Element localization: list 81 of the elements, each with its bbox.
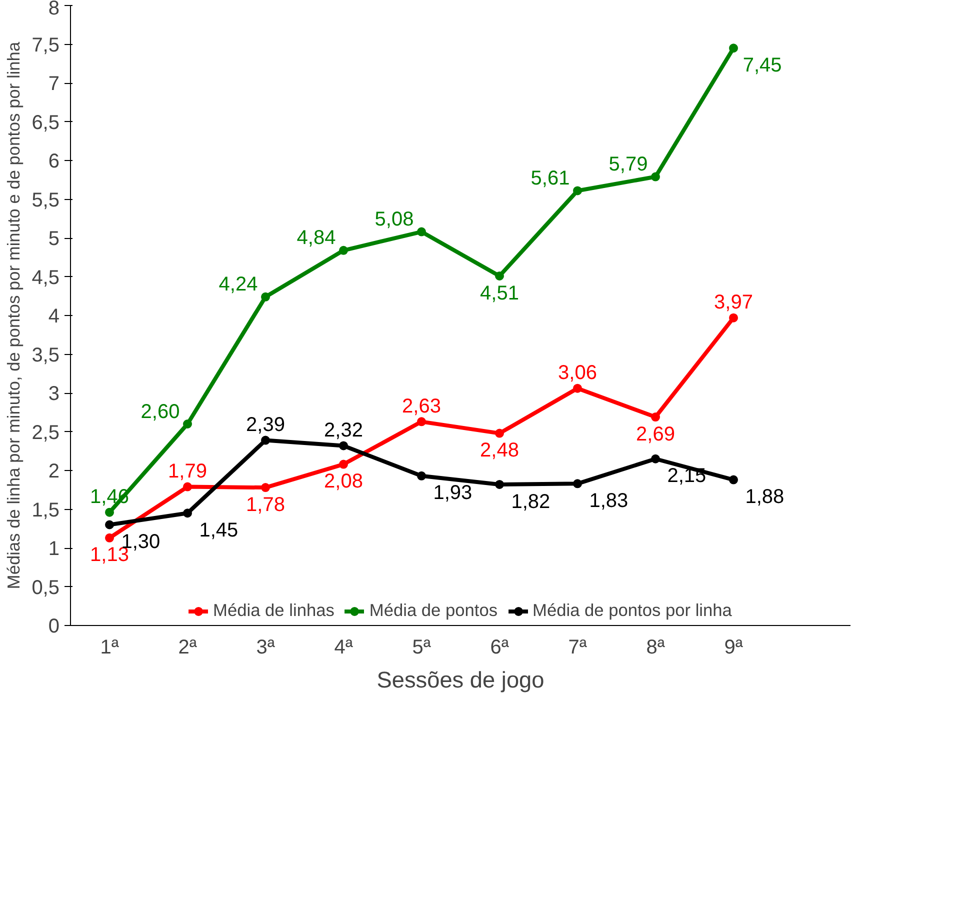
data-label: 1,82 — [511, 490, 550, 513]
point — [339, 460, 348, 469]
point — [495, 271, 504, 280]
point — [105, 533, 114, 542]
x-tick-label: 8ª — [646, 636, 666, 658]
x-tick-label: 3ª — [256, 636, 276, 658]
data-label: 5,79 — [608, 154, 648, 176]
x-tick-label: 9ª — [724, 636, 744, 658]
x-tick-label: 1ª — [100, 636, 120, 658]
point — [261, 483, 270, 492]
y-tick-label: 1,5 — [32, 499, 60, 522]
data-label: 1,45 — [199, 519, 238, 542]
point — [651, 412, 660, 422]
y-tick-label: 2,5 — [32, 422, 60, 444]
point — [105, 520, 114, 530]
data-label: 3,97 — [714, 292, 753, 314]
data-label: 2,32 — [324, 419, 363, 442]
y-tick-label: 3 — [48, 383, 60, 405]
data-label: 1,79 — [168, 460, 207, 482]
y-tick-label: 5 — [48, 228, 60, 250]
data-label: 2,63 — [402, 395, 441, 418]
y-tick-label: 0 — [48, 616, 60, 638]
data-label: 1,83 — [589, 490, 628, 512]
data-label: 1,93 — [433, 482, 472, 504]
point — [183, 482, 192, 492]
data-label: 1,78 — [246, 494, 285, 516]
data-label: 5,08 — [374, 208, 414, 231]
data-label: 4,51 — [480, 282, 519, 304]
legend-label: Média de pontos — [369, 600, 498, 621]
point — [183, 508, 192, 518]
y-tick-label: 2 — [48, 460, 60, 482]
y-tick-label: 6 — [48, 150, 60, 172]
data-label: 2,39 — [246, 414, 285, 436]
point — [339, 441, 348, 450]
point — [261, 436, 270, 445]
x-tick-label: 2ª — [178, 636, 198, 658]
x-axis-title: Sessões de jogo — [376, 666, 544, 692]
data-label: 4,84 — [296, 227, 336, 250]
data-label: 5,61 — [530, 168, 570, 190]
y-tick-label: 0,5 — [32, 576, 60, 599]
point — [729, 475, 738, 484]
point — [573, 479, 582, 488]
point — [183, 420, 192, 428]
point — [651, 172, 660, 182]
x-tick-label: 5ª — [412, 636, 432, 658]
data-label: 7,45 — [742, 54, 782, 76]
data-label: 1,88 — [745, 486, 784, 508]
y-axis-title: Médias de linha por minuto, de pontos por minuto e de pontos por linha — [4, 42, 24, 590]
point — [729, 44, 738, 53]
point — [495, 428, 504, 438]
point — [729, 313, 738, 322]
legend-label: Média de pontos por linha — [532, 600, 732, 621]
point — [495, 480, 504, 489]
point — [417, 227, 426, 236]
point — [417, 417, 426, 426]
y-tick-label: 1 — [48, 538, 60, 560]
point — [573, 186, 582, 196]
data-label: 2,69 — [636, 423, 675, 446]
x-tick-label: 4ª — [334, 636, 354, 658]
y-tick-label: 7,5 — [32, 34, 60, 56]
point — [339, 246, 348, 255]
point — [417, 471, 426, 480]
x-tick-label: 6ª — [490, 636, 510, 658]
x-tick-label: 7ª — [568, 636, 588, 658]
data-label: 2,48 — [480, 440, 519, 462]
data-label: 4,24 — [218, 274, 258, 296]
point — [105, 508, 114, 517]
y-tick-label: 4,5 — [32, 266, 60, 289]
y-tick-label: 6,5 — [32, 112, 60, 134]
data-label: 3,06 — [558, 362, 597, 384]
y-tick-label: 3,5 — [32, 344, 60, 366]
point — [261, 292, 270, 302]
y-tick-label: 4 — [48, 306, 60, 328]
legend-label: Média de linhas — [213, 600, 334, 621]
data-label: 2,60 — [140, 400, 180, 423]
data-label: 2,08 — [324, 470, 363, 493]
y-tick-label: 7 — [48, 73, 60, 95]
y-tick-label: 8 — [48, 0, 60, 20]
point — [573, 384, 582, 393]
point — [651, 454, 660, 464]
y-tick-label: 5,5 — [32, 189, 60, 212]
